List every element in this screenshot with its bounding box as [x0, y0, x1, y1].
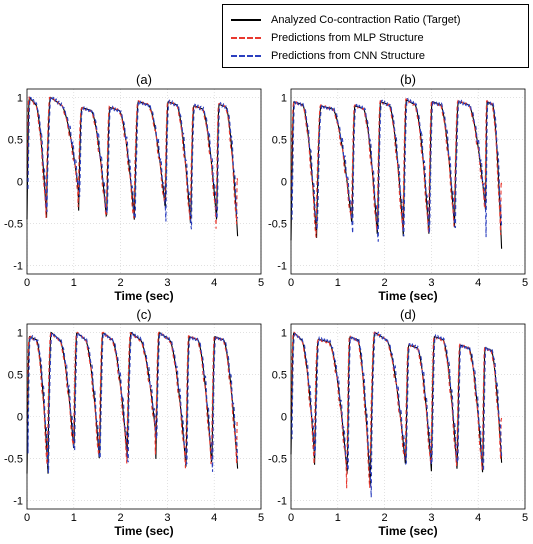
legend-entry-mlp: Predictions from MLP Structure: [231, 30, 424, 46]
x-tick-label: 5: [258, 512, 264, 524]
y-tick-label: -1: [277, 261, 287, 273]
axes-frame: [26, 323, 262, 510]
x-tick-label: 3: [428, 277, 434, 289]
y-tick-label: -1: [277, 496, 287, 508]
series-cnn: [290, 98, 503, 242]
x-tick-label: 1: [335, 512, 341, 524]
y-tick-label: -0.5: [4, 454, 23, 466]
y-tick-label: 1: [281, 327, 287, 339]
legend-entry-target: Analyzed Co-contraction Ratio (Target): [231, 12, 461, 28]
x-tick-label: 3: [164, 277, 170, 289]
panel-label: (a): [136, 72, 152, 87]
y-tick-label: -0.5: [268, 219, 287, 231]
legend-label-target: Analyzed Co-contraction Ratio (Target): [271, 14, 461, 26]
series-cnn: [26, 95, 239, 230]
legend-label-cnn: Predictions from CNN Structure: [271, 50, 426, 62]
series-mlp: [290, 331, 503, 489]
y-tick-label: -0.5: [268, 454, 287, 466]
legend-swatch-cnn: [231, 55, 261, 57]
legend-entry-cnn: Predictions from CNN Structure: [231, 48, 425, 64]
panel-label: (d): [400, 307, 416, 322]
x-tick-label: 0: [24, 512, 30, 524]
panel-label: (b): [400, 72, 416, 87]
x-tick-label: 1: [335, 277, 341, 289]
axes-frame: [26, 88, 262, 275]
panel-2: 0 1 2 3 4 5 -1 -0.5 0 0.5 1 (c) Time (sec): [4, 307, 264, 538]
axes-frame: [290, 323, 526, 510]
legend-swatch-mlp: [231, 37, 261, 39]
x-tick-label: 0: [288, 277, 294, 289]
y-tick-label: -1: [13, 496, 23, 508]
y-tick-label: 0: [17, 177, 23, 189]
x-tick-label: 2: [382, 512, 388, 524]
y-tick-label: 0.5: [272, 134, 287, 146]
series-cnn: [26, 331, 239, 474]
x-tick-label: 0: [24, 277, 30, 289]
x-tick-label: 3: [164, 512, 170, 524]
y-tick-label: -1: [13, 261, 23, 273]
x-tick-label: 0: [288, 512, 294, 524]
y-tick-label: 1: [17, 92, 23, 104]
legend-label-mlp: Predictions from MLP Structure: [271, 32, 424, 44]
y-tick-label: 0: [17, 412, 23, 424]
x-tick-label: 1: [71, 277, 77, 289]
x-tick-label: 2: [382, 277, 388, 289]
x-tick-label: 2: [118, 277, 124, 289]
series-cnn: [290, 331, 503, 498]
x-tick-label: 4: [475, 512, 481, 524]
x-axis-label: Time (sec): [378, 289, 437, 303]
x-tick-label: 1: [71, 512, 77, 524]
x-tick-label: 4: [475, 277, 481, 289]
y-tick-label: 0.5: [8, 369, 23, 381]
x-tick-label: 4: [211, 277, 217, 289]
legend-swatch-target: [231, 19, 261, 21]
panel-0: 0 1 2 3 4 5 -1 -0.5 0 0.5 1 (a) Time (sec): [4, 72, 264, 303]
panel-3: 0 1 2 3 4 5 -1 -0.5 0 0.5 1 (d) Time (sec): [268, 307, 528, 538]
y-tick-label: 0.5: [272, 369, 287, 381]
x-tick-label: 3: [428, 512, 434, 524]
y-tick-label: -0.5: [4, 219, 23, 231]
y-tick-label: 0.5: [8, 134, 23, 146]
x-tick-label: 5: [258, 277, 264, 289]
y-tick-label: 0: [281, 177, 287, 189]
x-tick-label: 5: [522, 512, 528, 524]
series-mlp: [26, 95, 239, 229]
x-tick-label: 5: [522, 277, 528, 289]
y-tick-label: 0: [281, 412, 287, 424]
x-tick-label: 2: [118, 512, 124, 524]
axes-frame: [290, 88, 526, 275]
legend: Analyzed Co-contraction Ratio (Target) P…: [222, 4, 529, 68]
x-axis-label: Time (sec): [378, 524, 437, 538]
x-tick-label: 4: [211, 512, 217, 524]
x-axis-label: Time (sec): [114, 524, 173, 538]
panel-1: 0 1 2 3 4 5 -1 -0.5 0 0.5 1 (b) Time (sec): [268, 72, 528, 303]
y-tick-label: 1: [17, 327, 23, 339]
y-tick-label: 1: [281, 92, 287, 104]
x-axis-label: Time (sec): [114, 289, 173, 303]
panel-label: (c): [136, 307, 151, 322]
